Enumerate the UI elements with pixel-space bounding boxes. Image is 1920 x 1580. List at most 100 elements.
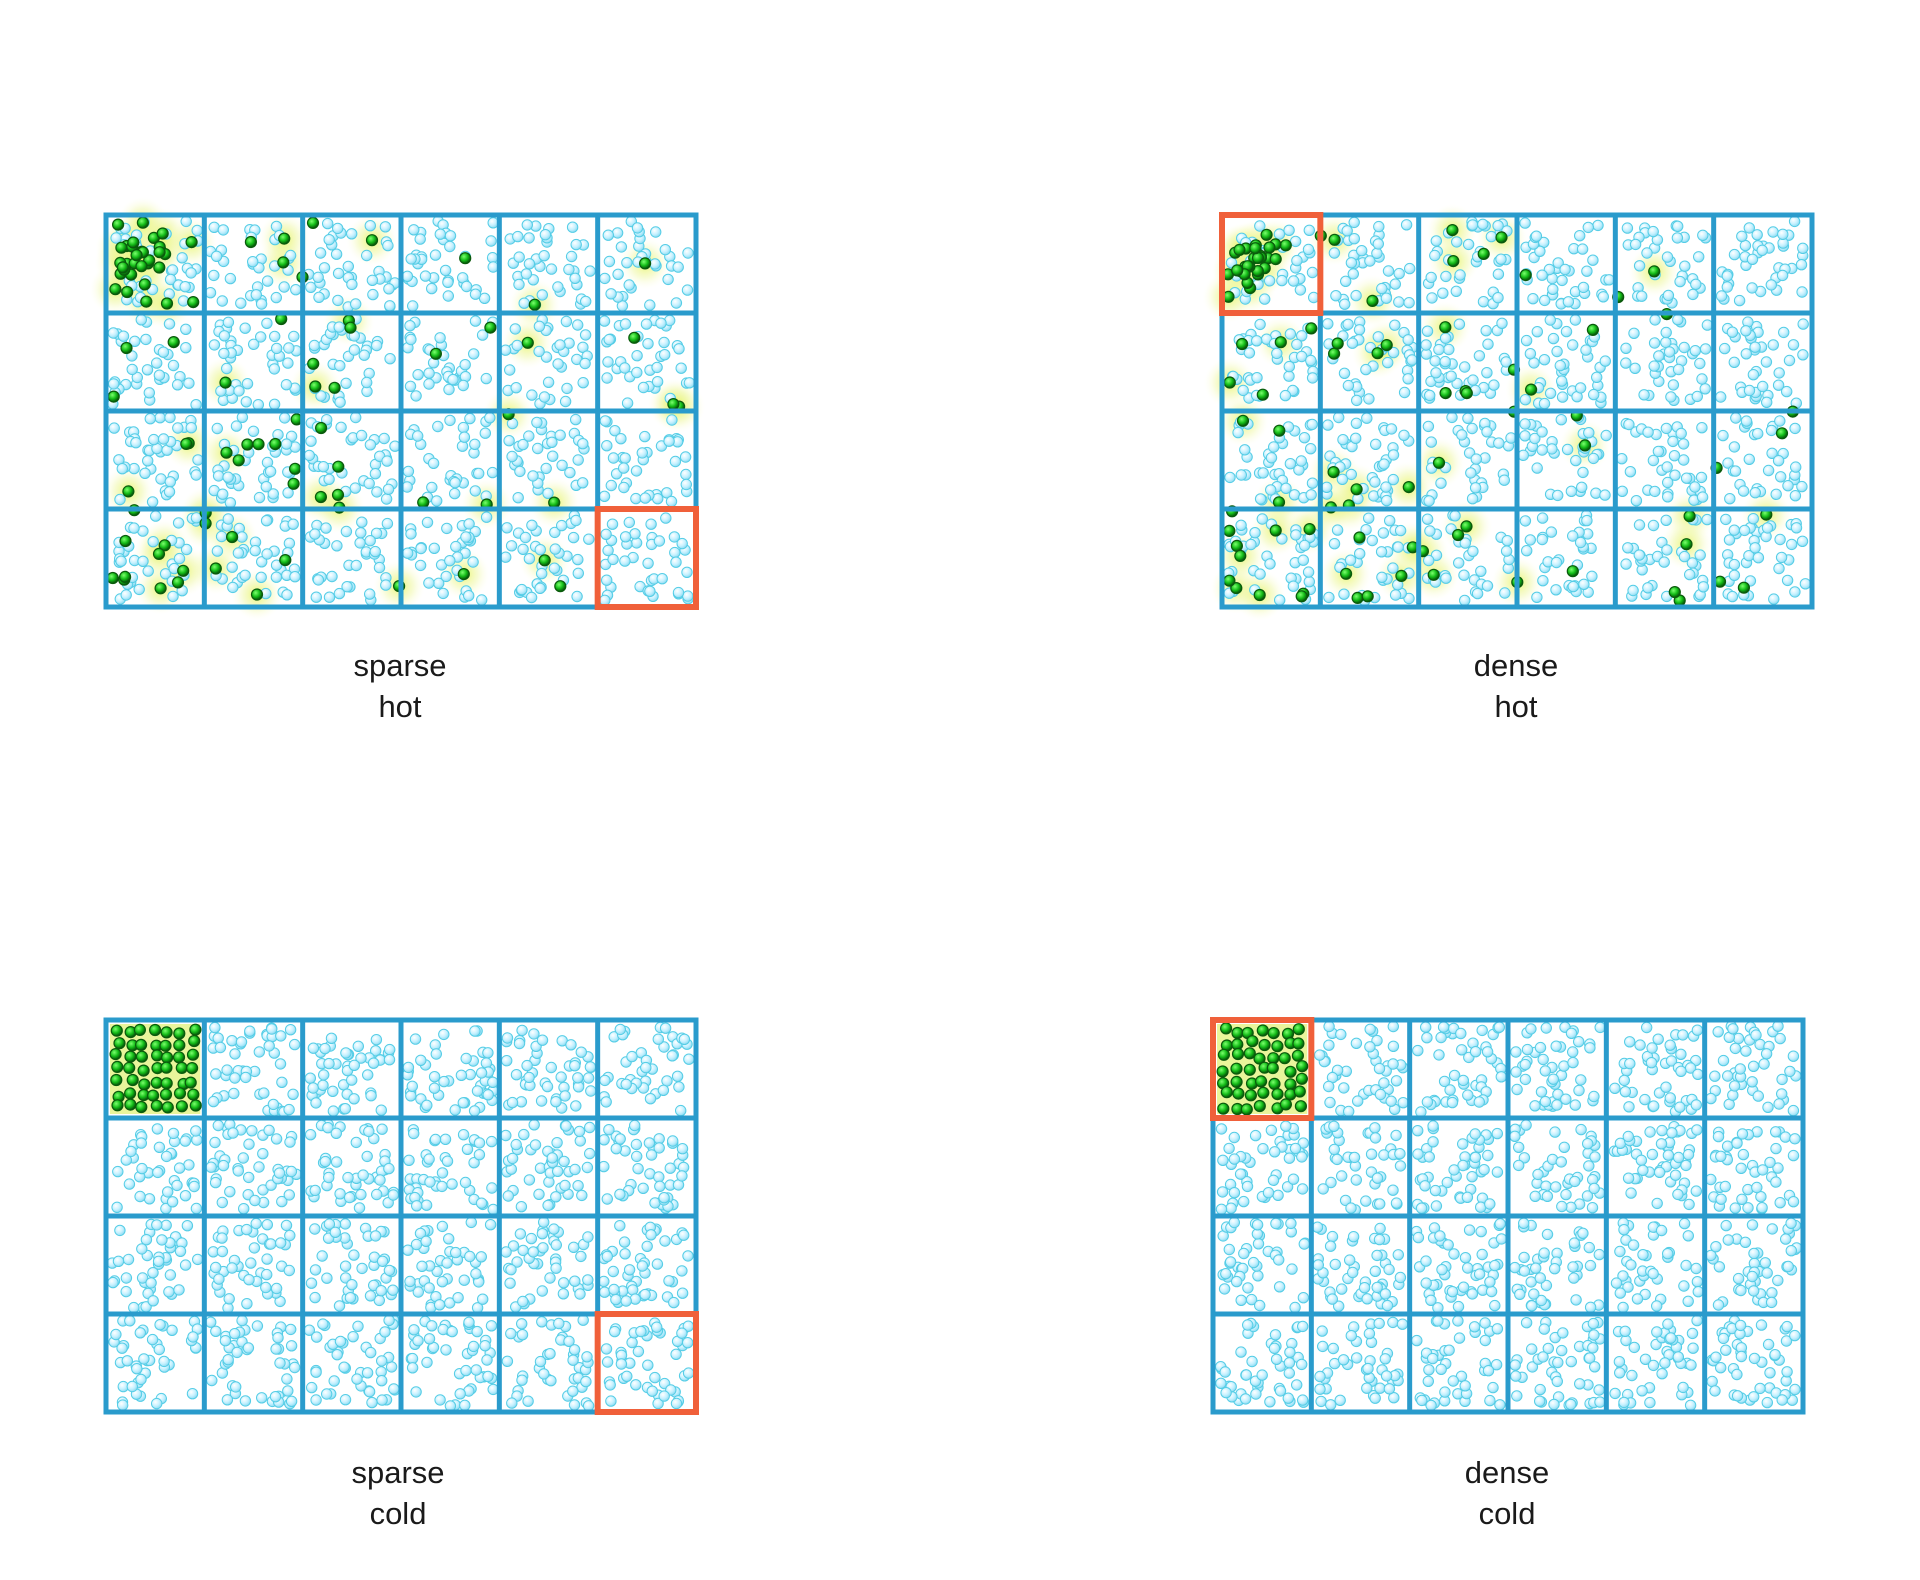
particle-green <box>160 1061 173 1074</box>
particle-light <box>657 1084 670 1097</box>
particle-green <box>1648 265 1661 278</box>
particle-light <box>1306 372 1319 384</box>
particle-light <box>1780 1233 1792 1245</box>
particle-light <box>572 567 584 579</box>
particle-light <box>1435 1363 1447 1376</box>
particle-light <box>1796 286 1808 298</box>
particle-light <box>349 482 361 494</box>
particle-light <box>1619 1325 1631 1338</box>
particle-light <box>682 1367 695 1379</box>
particle-light <box>1693 251 1705 263</box>
particle-light <box>1675 1065 1687 1078</box>
particle-light <box>128 462 140 475</box>
particle-light <box>502 1190 514 1202</box>
particle-light <box>549 543 561 555</box>
particle-green <box>250 588 264 601</box>
particle-light <box>1786 538 1798 551</box>
particle-light <box>1727 1089 1739 1101</box>
particle-light <box>1321 481 1333 493</box>
particle-light <box>1466 422 1478 435</box>
particle-light <box>1678 454 1690 466</box>
particle-light <box>1768 593 1780 605</box>
particle-green <box>173 1027 186 1040</box>
particle-light <box>434 332 446 344</box>
particle-light <box>1265 452 1278 464</box>
particle-light <box>1485 1285 1498 1298</box>
particle-green <box>109 1047 122 1061</box>
particle-light <box>1285 1217 1297 1230</box>
particle-light <box>580 1375 592 1388</box>
particle-light <box>552 281 564 293</box>
particle-light <box>1567 530 1579 542</box>
particle-light <box>1761 1396 1774 1409</box>
particle-light <box>559 1090 571 1102</box>
particle-light <box>212 470 225 482</box>
particle-light <box>1599 355 1612 367</box>
particle-light <box>126 363 138 376</box>
particle-green <box>1327 347 1341 360</box>
particle-green <box>161 1051 174 1064</box>
particle-light <box>1621 222 1634 234</box>
particle-light <box>401 270 414 282</box>
particle-green <box>429 347 442 360</box>
particle-green <box>1217 1102 1230 1115</box>
particle-light <box>1709 1385 1721 1397</box>
particle-light <box>1346 337 1359 349</box>
particle-light <box>156 1234 168 1246</box>
particle-light <box>1393 267 1405 280</box>
particle-light <box>547 450 559 462</box>
particle-light <box>1361 1293 1373 1305</box>
particle-green <box>315 421 328 435</box>
particle-light <box>1382 265 1395 277</box>
particle-light <box>1323 1039 1335 1051</box>
particle-light <box>1789 422 1801 435</box>
particle-light <box>1772 1020 1784 1032</box>
particle-light <box>416 1260 428 1273</box>
particle-green <box>187 1088 200 1101</box>
particle-light <box>1544 314 1557 326</box>
particle-light <box>1387 1020 1400 1033</box>
particle-light <box>606 518 619 530</box>
particle-light <box>213 1273 225 1285</box>
particle-light <box>310 1366 322 1378</box>
particle-light <box>1710 1241 1722 1253</box>
particle-light <box>1550 1040 1562 1052</box>
particle-light <box>440 1344 452 1356</box>
particle-light <box>1249 1129 1262 1142</box>
particle-light <box>536 1316 548 1328</box>
particle-light <box>1489 1299 1501 1312</box>
particle-light <box>1467 374 1479 386</box>
particle-light <box>1392 541 1404 553</box>
particle-light <box>252 399 264 411</box>
particle-light <box>1622 542 1634 554</box>
particle-light <box>1374 1088 1387 1101</box>
particle-light <box>1730 412 1742 424</box>
particle-light <box>239 1395 252 1407</box>
particle-light <box>1662 1248 1674 1260</box>
particle-light <box>460 1052 472 1065</box>
particle-light <box>187 1331 199 1343</box>
particle-light <box>1228 1131 1241 1144</box>
particle-light <box>1400 219 1413 231</box>
particle-light <box>1690 1099 1703 1111</box>
particle-green <box>106 571 119 585</box>
particle-light <box>1783 354 1796 367</box>
particle-light <box>1297 1394 1309 1406</box>
particle-light <box>1687 1342 1699 1354</box>
particle-green <box>1258 1038 1271 1052</box>
particle-light <box>668 531 681 543</box>
particle-light <box>348 1249 360 1261</box>
caption-dense-cold: dense cold <box>1307 1452 1707 1534</box>
particle-light <box>661 1075 673 1087</box>
particle-green <box>153 261 166 274</box>
particle-light <box>681 566 693 578</box>
particle-green <box>1327 466 1340 479</box>
particle-light <box>569 272 581 284</box>
particle-light <box>1692 1068 1704 1081</box>
particle-light <box>1765 1296 1778 1309</box>
particle-light <box>1524 534 1537 546</box>
particle-green <box>307 357 320 370</box>
particle-light <box>423 577 435 589</box>
particle-light <box>241 1223 253 1236</box>
particle-light <box>1364 1023 1376 1036</box>
